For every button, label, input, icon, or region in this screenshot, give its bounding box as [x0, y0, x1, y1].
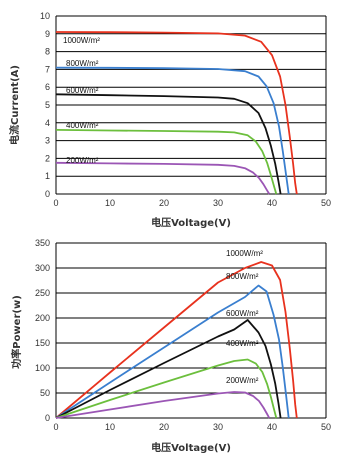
y-tick-label: 0	[45, 189, 50, 199]
y-tick-label: 50	[40, 388, 50, 398]
y-tick-label: 6	[45, 82, 50, 92]
y-tick-label: 5	[45, 100, 50, 110]
y-tick-label: 7	[45, 64, 50, 74]
chart-panel-2: 0 50 100 150 200 250 300 350 0 10 20 30 40 50 1000W/m²…	[10, 238, 331, 454]
x-axis-label: 电压Voltage(V)	[151, 216, 231, 229]
chart-panel-1: 0 1 2 3 4 5 6 7 8 9 10 0 10 20 30 40 50 1000W/m² 800W/m² 60…	[8, 11, 331, 229]
y-tick-label: 150	[35, 338, 50, 348]
x-tick-label: 0	[53, 198, 58, 208]
y-tick-label: 250	[35, 288, 50, 298]
series-label: 600W/m²	[226, 309, 259, 318]
y-axis-label: 电流Current(A)	[8, 65, 21, 145]
x-tick-label: 20	[159, 198, 169, 208]
y-tick-label: 9	[45, 29, 50, 39]
series-line-200Wm	[55, 161, 271, 195]
x-tick-label: 10	[105, 198, 115, 208]
y-tick-label: 200	[35, 313, 50, 323]
y-tick-label: 300	[35, 263, 50, 273]
series-line-400Wm	[55, 129, 278, 195]
series-line-600Wm	[55, 93, 282, 195]
series-label: 800W/m²	[66, 59, 99, 68]
x-tick-label: 10	[105, 422, 115, 432]
y-tick-label: 1	[45, 171, 50, 181]
y-tick-label: 4	[45, 118, 50, 128]
y-tick-label: 8	[45, 47, 50, 57]
series-line-1000Wm	[55, 31, 298, 195]
series-line-800Wm	[55, 284, 290, 419]
series-line-600Wm	[55, 319, 282, 419]
x-tick-label: 0	[53, 422, 58, 432]
y-tick-label: 0	[45, 413, 50, 423]
x-tick-label: 30	[213, 422, 223, 432]
series-label: 200W/m²	[66, 156, 99, 165]
y-tick-label: 100	[35, 363, 50, 373]
x-tick-label: 30	[213, 198, 223, 208]
x-tick-label: 40	[267, 422, 277, 432]
y-axis-label: 功率Power(w)	[10, 295, 23, 369]
x-axis-label: 电压Voltage(V)	[151, 441, 231, 454]
series-label: 200W/m²	[226, 376, 259, 385]
series-label: 800W/m²	[226, 272, 259, 281]
y-tick-label: 350	[35, 238, 50, 248]
y-tick-label: 2	[45, 153, 50, 163]
x-tick-label: 50	[321, 422, 331, 432]
series-label: 400W/m²	[66, 121, 99, 130]
series-label: 1000W/m²	[226, 249, 263, 258]
y-tick-label: 3	[45, 136, 50, 146]
series-label: 1000W/m²	[63, 36, 100, 45]
series-line-800Wm	[55, 66, 290, 195]
x-tick-label: 50	[321, 198, 331, 208]
series-line-400Wm	[55, 358, 278, 419]
x-tick-label: 40	[267, 198, 277, 208]
series-line-200Wm	[55, 391, 271, 419]
x-tick-label: 20	[159, 422, 169, 432]
series-label: 400W/m²	[226, 339, 259, 348]
series-label: 600W/m²	[66, 86, 99, 95]
series-line-1000Wm	[55, 261, 298, 419]
y-tick-label: 10	[40, 11, 50, 21]
